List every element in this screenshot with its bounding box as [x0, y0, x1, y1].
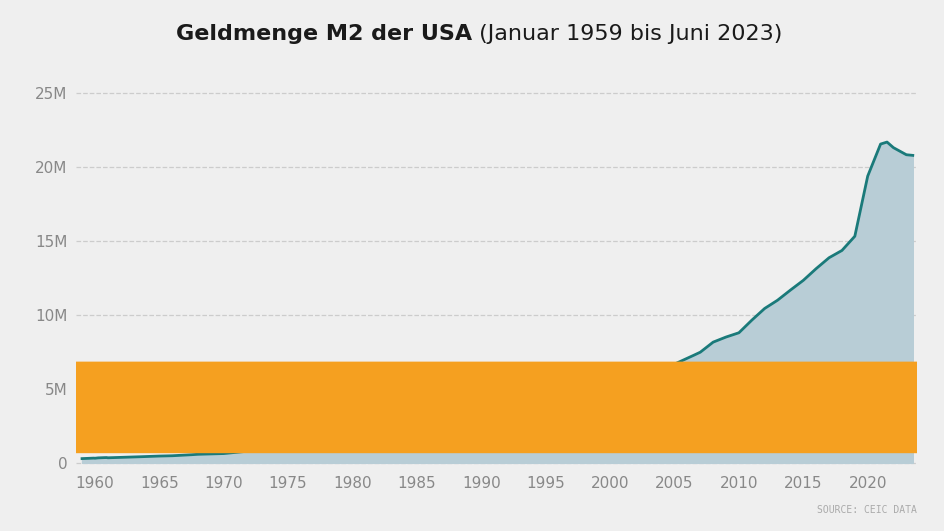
- Text: SOURCE: CEIC DATA: SOURCE: CEIC DATA: [816, 505, 916, 515]
- Text: (Januar 1959 bis Juni 2023): (Januar 1959 bis Juni 2023): [472, 24, 782, 44]
- Text: Geldmenge M2 der USA: Geldmenge M2 der USA: [177, 24, 472, 44]
- FancyArrow shape: [0, 362, 944, 452]
